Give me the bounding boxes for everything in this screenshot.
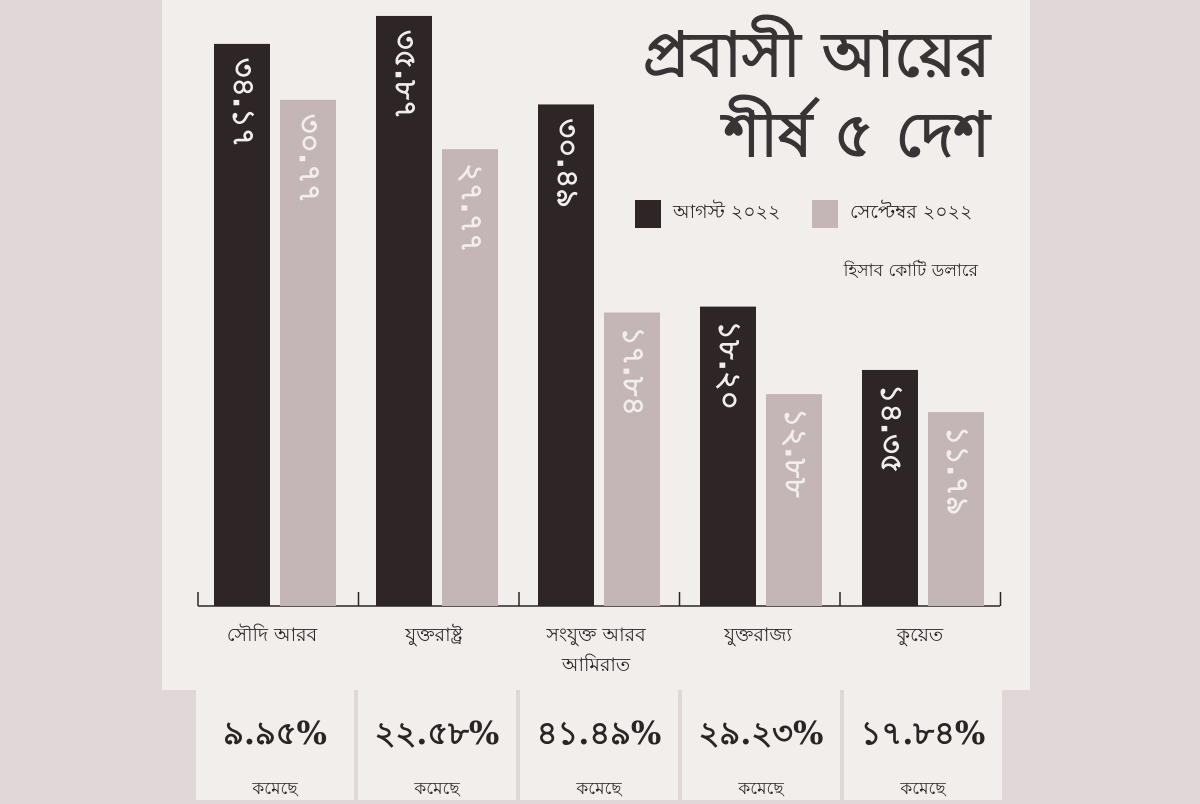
change-box: ২৯.২৩% কমেছে (682, 678, 840, 800)
bar-value-label: ২৭.৭৭ (454, 163, 489, 252)
bar-value-label: ১৪.৩৫ (874, 384, 909, 473)
bar-value-label: ৩৫.৮৭ (388, 30, 423, 119)
bar (604, 312, 660, 606)
change-label: কমেছে (414, 779, 460, 799)
category-label: যুক্তরাষ্ট্র (405, 624, 463, 646)
category-label: কুয়েত (896, 624, 944, 646)
bar-value-label: ১৭.৮৪ (616, 327, 651, 416)
change-label: কমেছে (738, 779, 784, 799)
category-label: সংযুক্ত আরব আমিরাত (546, 624, 646, 676)
bar-value-label: ১১.৭৯ (940, 426, 975, 515)
bar-value-label: ১২.৮৮ (778, 408, 813, 498)
change-label: কমেছে (900, 779, 946, 799)
legend-swatch-september (812, 200, 838, 228)
bar (766, 394, 822, 606)
bar-value-label: ৩০.৭৭ (292, 114, 327, 203)
bar (280, 99, 336, 607)
change-percent: ৯.৯৫% (223, 714, 327, 752)
change-percent: ২৯.২৩% (698, 714, 824, 752)
bar (928, 412, 984, 606)
category-label: সৌদি আরব (226, 624, 318, 646)
bar-value-label: ৩৪.১৭ (226, 58, 261, 147)
change-label: কমেছে (252, 779, 298, 799)
bar (862, 369, 918, 606)
chart-title: প্রবাসী আয়ের (643, 18, 990, 91)
legend-label-august: আগস্ট ২০২২ (673, 201, 781, 223)
unit-note: হিসাব কোটি ডলারে (843, 261, 978, 281)
change-box: ৯.৯৫% কমেছে (196, 678, 354, 800)
bar (538, 104, 594, 606)
legend-label-september: সেপ্টেম্বর ২০২২ (850, 201, 973, 223)
category-label: যুক্তরাজ্য (724, 624, 792, 646)
chart-subtitle: শীর্ষ ৫ দেশ (723, 98, 990, 171)
change-box: ৪১.৪৯% কমেছে (520, 678, 678, 800)
legend-swatch-august (635, 200, 661, 228)
change-label: কমেছে (576, 779, 622, 799)
bar (442, 149, 498, 606)
change-percent: ৪১.৪৯% (536, 714, 662, 752)
legend-item-september: সেপ্টেম্বর ২০২২ (812, 198, 972, 230)
legend-item-august: আগস্ট ২০২২ (635, 198, 780, 230)
bar-value-label: ১৮.২০ (712, 321, 747, 410)
bar (214, 43, 270, 606)
change-percent: ১৭.৮৪% (860, 714, 986, 752)
change-box: ১৭.৮৪% কমেছে (844, 678, 1002, 800)
bar (700, 306, 756, 606)
change-percent: ২২.৫৮% (374, 714, 500, 752)
change-box: ২২.৫৮% কমেছে (358, 678, 516, 800)
bar-value-label: ৩০.৪৯ (550, 118, 585, 207)
bar (376, 15, 432, 607)
